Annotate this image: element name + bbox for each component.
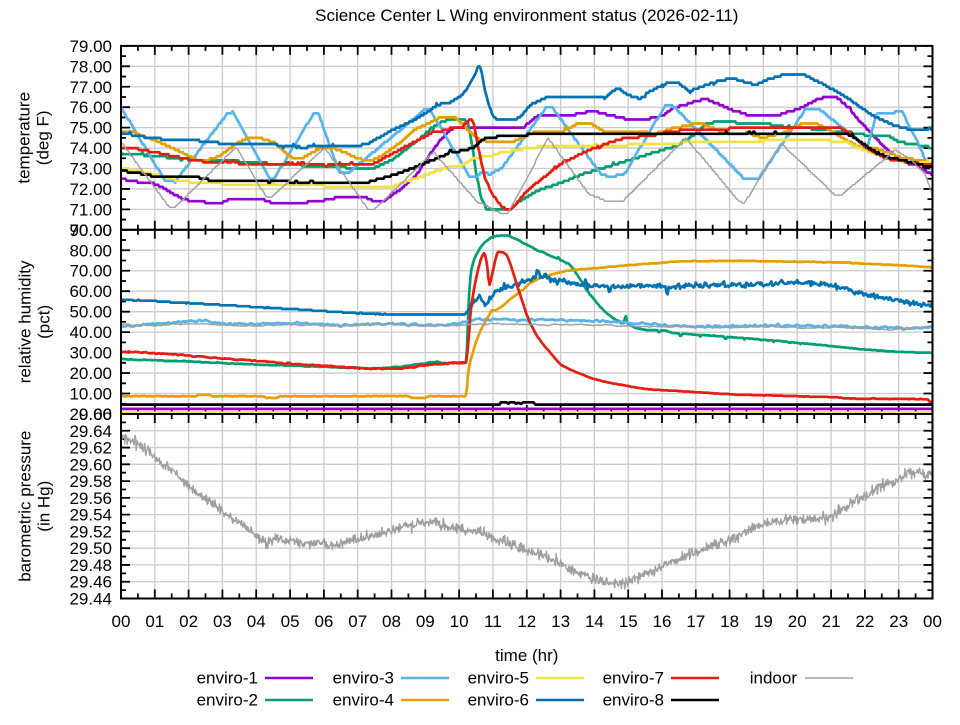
svg-text:29.54: 29.54 [69, 506, 112, 525]
svg-text:enviro-6: enviro-6 [468, 691, 529, 710]
svg-text:time (hr): time (hr) [495, 646, 558, 665]
svg-text:enviro-8: enviro-8 [603, 691, 664, 710]
svg-text:29.46: 29.46 [69, 573, 112, 592]
svg-text:indoor: indoor [750, 669, 798, 688]
svg-text:10: 10 [450, 612, 469, 631]
svg-text:enviro-4: enviro-4 [333, 691, 394, 710]
svg-text:70.00: 70.00 [69, 221, 112, 240]
svg-text:08: 08 [382, 612, 401, 631]
svg-text:29.66: 29.66 [69, 405, 112, 424]
svg-text:12: 12 [517, 612, 536, 631]
svg-text:72.00: 72.00 [69, 180, 112, 199]
svg-text:90.00: 90.00 [69, 221, 112, 240]
svg-text:78.00: 78.00 [69, 57, 112, 76]
svg-text:02: 02 [179, 612, 198, 631]
svg-text:79.00: 79.00 [69, 37, 112, 56]
svg-text:enviro-3: enviro-3 [333, 669, 394, 688]
svg-text:29.62: 29.62 [69, 439, 112, 458]
svg-text:29.56: 29.56 [69, 489, 112, 508]
svg-text:01: 01 [145, 612, 164, 631]
svg-text:71.00: 71.00 [69, 200, 112, 219]
svg-text:06: 06 [314, 612, 333, 631]
svg-text:20.00: 20.00 [69, 364, 112, 383]
svg-text:10.00: 10.00 [69, 385, 112, 404]
svg-text:enviro-2: enviro-2 [197, 691, 258, 710]
svg-text:04: 04 [247, 612, 266, 631]
svg-text:29.60: 29.60 [69, 455, 112, 474]
svg-text:77.00: 77.00 [69, 78, 112, 97]
svg-text:enviro-1: enviro-1 [197, 669, 258, 688]
svg-text:23: 23 [889, 612, 908, 631]
svg-text:75.00: 75.00 [69, 119, 112, 138]
svg-text:18: 18 [720, 612, 739, 631]
svg-text:29.44: 29.44 [69, 590, 112, 609]
svg-text:80.00: 80.00 [69, 241, 112, 260]
svg-text:11: 11 [484, 612, 502, 631]
svg-text:(deg F): (deg F) [34, 110, 53, 165]
svg-text:15: 15 [619, 612, 638, 631]
svg-text:29.58: 29.58 [69, 472, 112, 491]
svg-text:14: 14 [585, 612, 604, 631]
svg-text:22: 22 [855, 612, 874, 631]
svg-text:29.64: 29.64 [69, 422, 112, 441]
svg-text:40.00: 40.00 [69, 323, 112, 342]
svg-text:17: 17 [686, 612, 705, 631]
svg-text:09: 09 [416, 612, 435, 631]
svg-text:20: 20 [788, 612, 807, 631]
svg-text:enviro-7: enviro-7 [603, 669, 664, 688]
svg-text:19: 19 [754, 612, 773, 631]
svg-text:29.50: 29.50 [69, 539, 112, 558]
svg-text:30.00: 30.00 [69, 344, 112, 363]
svg-text:temperature: temperature [15, 92, 34, 184]
svg-text:(in Hg): (in Hg) [35, 481, 54, 532]
svg-text:70.00: 70.00 [69, 262, 112, 281]
svg-text:(pct): (pct) [35, 305, 54, 339]
svg-text:76.00: 76.00 [69, 98, 112, 117]
svg-text:05: 05 [281, 612, 300, 631]
svg-text:03: 03 [213, 612, 232, 631]
svg-text:Science Center L Wing environm: Science Center L Wing environment status… [315, 6, 738, 25]
svg-text:enviro-5: enviro-5 [468, 669, 529, 688]
svg-text:74.00: 74.00 [69, 139, 112, 158]
svg-text:00: 00 [923, 612, 942, 631]
svg-text:relative humidity: relative humidity [16, 260, 35, 383]
svg-text:07: 07 [348, 612, 367, 631]
svg-text:0.00: 0.00 [79, 405, 112, 424]
svg-text:21: 21 [822, 612, 841, 631]
svg-text:60.00: 60.00 [69, 282, 112, 301]
svg-text:29.48: 29.48 [69, 556, 112, 575]
svg-text:barometric pressure: barometric pressure [16, 431, 35, 582]
svg-text:00: 00 [112, 612, 131, 631]
svg-text:13: 13 [551, 612, 570, 631]
svg-text:73.00: 73.00 [69, 160, 112, 179]
svg-text:50.00: 50.00 [69, 303, 112, 322]
svg-text:16: 16 [653, 612, 672, 631]
svg-text:29.52: 29.52 [69, 522, 112, 541]
